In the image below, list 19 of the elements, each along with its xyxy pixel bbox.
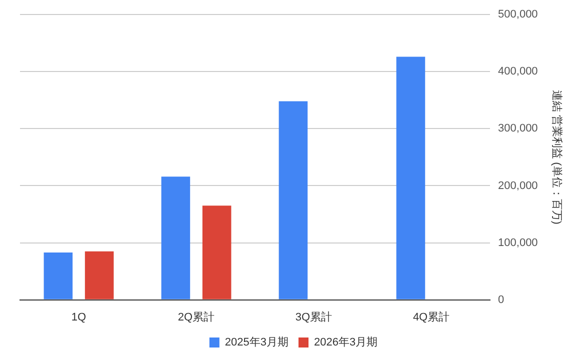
bar <box>161 176 190 300</box>
y-tick-label: 100,000 <box>498 236 538 249</box>
y-tick-label: 400,000 <box>498 66 538 78</box>
y-tick-label: 200,000 <box>498 180 538 192</box>
legend-label: 2025年3月期 <box>224 336 289 349</box>
bar <box>202 206 232 300</box>
bar <box>84 251 114 300</box>
x-tick-label: 1Q <box>71 311 87 324</box>
bar <box>44 252 73 300</box>
x-tick-label: 4Q累計 <box>412 310 450 324</box>
legend-label: 2026年3月期 <box>314 336 378 349</box>
y-tick-label: 300,000 <box>498 122 538 135</box>
x-tick-label: 3Q累計 <box>295 310 332 324</box>
y-axis-title: 連結 営業利益 (単位：百万) <box>550 90 564 224</box>
y-tick-label: 0 <box>498 294 504 306</box>
x-tick-label: 2Q累計 <box>178 310 215 324</box>
bar <box>396 56 426 300</box>
y-tick-label: 500,000 <box>498 8 538 21</box>
bar <box>278 101 308 300</box>
